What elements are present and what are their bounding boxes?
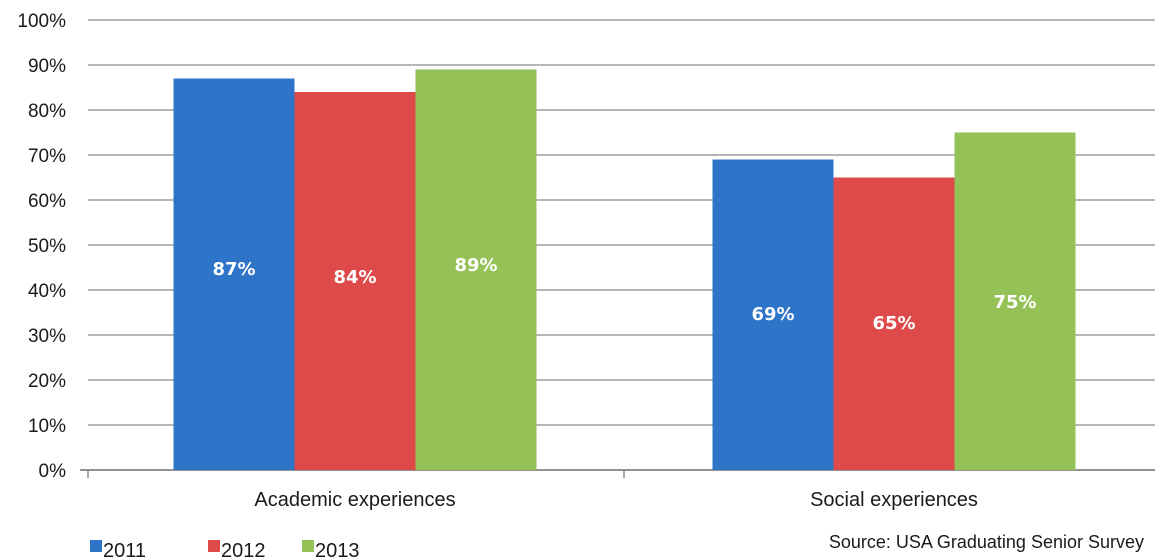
bar-2011-academic [173, 78, 295, 470]
bar-value-label: 69% [751, 304, 794, 325]
bar-2013-academic [415, 69, 537, 470]
bar-2012-academic [294, 92, 416, 470]
bar-2013-social [954, 132, 1076, 470]
legend-swatch [208, 540, 220, 552]
bar-value-label: 84% [333, 267, 376, 288]
legend-label: 2012 [221, 540, 266, 558]
x-category-label: Social experiences [810, 489, 978, 511]
y-tick-label: 80% [28, 101, 66, 122]
y-tick-label: 20% [28, 371, 66, 392]
bar-value-label: 65% [872, 313, 915, 334]
data-labels: 87% 69% 84% 65% 89% 75% [212, 255, 1036, 334]
legend-label: 2011 [103, 540, 146, 558]
legend: 2011 2012 2013 [90, 540, 360, 558]
bar-2012-social [833, 177, 955, 470]
y-tick-label: 100% [17, 11, 66, 32]
source-note: Source: USA Graduating Senior Survey [829, 532, 1144, 552]
x-category-label: Academic experiences [254, 489, 455, 511]
y-tick-label: 50% [28, 236, 66, 257]
legend-label: 2013 [315, 540, 360, 558]
y-tick-label: 90% [28, 56, 66, 77]
legend-swatch [90, 540, 102, 552]
y-tick-label: 30% [28, 326, 66, 347]
y-tick-label: 60% [28, 191, 66, 212]
legend-swatch [302, 540, 314, 552]
y-tick-label: 70% [28, 146, 66, 167]
y-tick-label: 0% [39, 461, 67, 482]
y-tick-label: 10% [28, 416, 66, 437]
axes: 0% 10% 20% 30% 40% 50% 60% 70% 80% 90% 100% Academi… [17, 11, 1155, 511]
y-tick-label: 40% [28, 281, 66, 302]
bar-value-label: 87% [212, 259, 255, 280]
bar-value-label: 89% [454, 255, 497, 276]
bars [173, 69, 1076, 470]
bar-2011-social [712, 159, 834, 470]
bar-value-label: 75% [993, 292, 1036, 313]
